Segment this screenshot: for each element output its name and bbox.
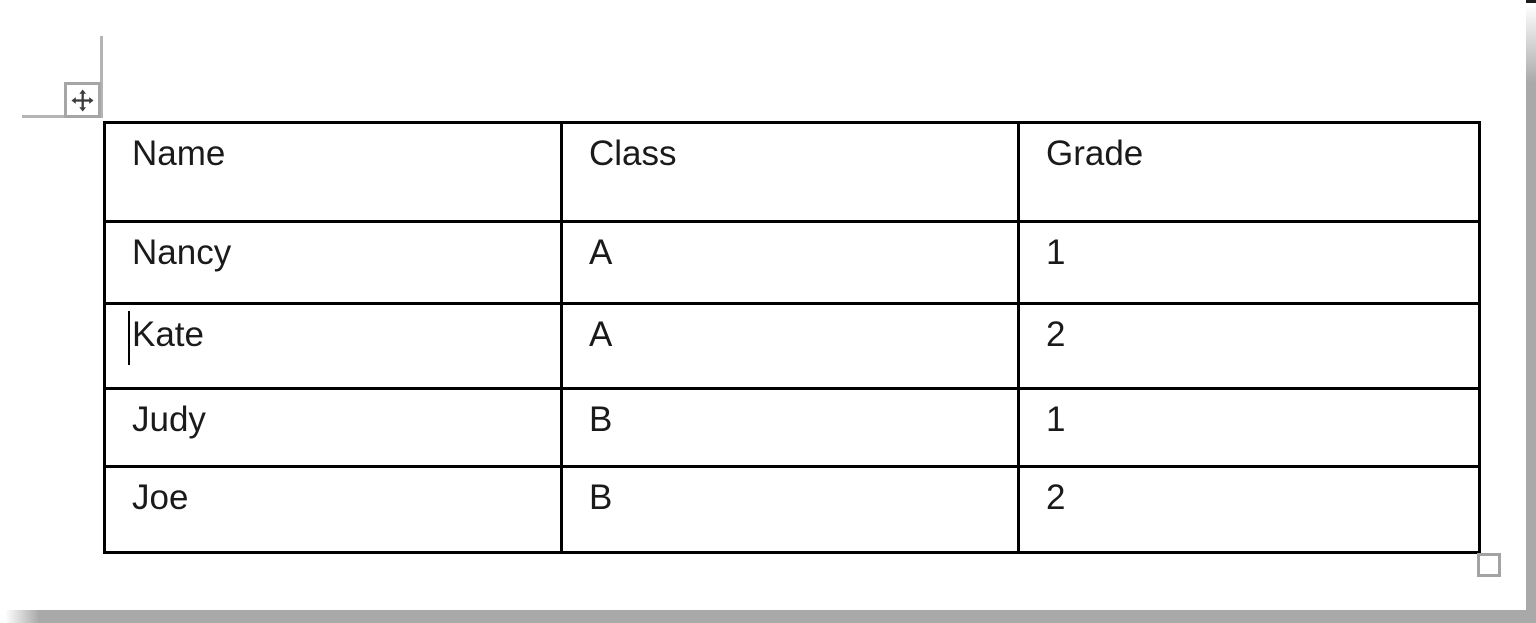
table-row: Nancy A 1 [103, 220, 1481, 305]
page-shadow-right [1526, 5, 1536, 623]
table-cell[interactable]: B [560, 387, 1020, 468]
table-cell[interactable]: A [560, 302, 1020, 390]
move-icon [71, 88, 94, 112]
table-move-handle[interactable] [64, 82, 101, 118]
table-resize-handle[interactable] [1477, 553, 1501, 577]
column-header-class[interactable]: Class [560, 121, 1020, 223]
table-cell[interactable]: 1 [1017, 220, 1481, 305]
table-cell[interactable]: 2 [1017, 465, 1481, 554]
margin-mark-vertical [100, 36, 103, 118]
table-row: Kate A 2 [103, 302, 1481, 390]
table-row: Joe B 2 [103, 465, 1481, 554]
data-table: Name Class Grade Nancy A 1 Kate A 2 Judy… [103, 121, 1481, 554]
table-cell[interactable]: Joe [103, 465, 563, 554]
table-row: Judy B 1 [103, 387, 1481, 468]
column-header-grade[interactable]: Grade [1017, 121, 1481, 223]
table-cell[interactable]: A [560, 220, 1020, 305]
table-cell[interactable]: 1 [1017, 387, 1481, 468]
table-cell[interactable]: Nancy [103, 220, 563, 305]
table-cell[interactable]: Kate [103, 302, 563, 390]
window-edge-fragment [1526, 0, 1536, 3]
column-header-name[interactable]: Name [103, 121, 563, 223]
text-cursor [128, 311, 130, 365]
table-cell[interactable]: B [560, 465, 1020, 554]
page-shadow-bottom [5, 610, 1536, 623]
table-cell[interactable]: Judy [103, 387, 563, 468]
margin-mark-horizontal [22, 115, 65, 118]
table-header-row: Name Class Grade [103, 121, 1481, 223]
table-cell[interactable]: 2 [1017, 302, 1481, 390]
